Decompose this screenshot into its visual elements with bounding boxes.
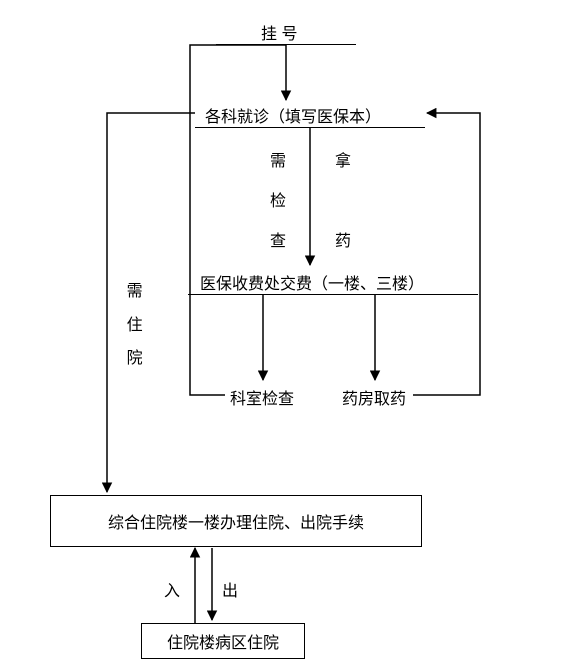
node-check-label: 科室检查 [230,391,294,408]
flowchart-canvas: 挂 号 各科就诊（填写医保本） 医保收费处交费（一楼、三楼） 科室检查 药房取药… [0,0,578,669]
edges-layer [0,0,578,669]
node-pharmacy: 药房取药 [342,385,406,409]
node-ward: 住院楼病区住院 [141,623,305,659]
edge-dept-to-hospital [107,113,195,492]
node-department-underline [195,127,425,128]
node-register-underline [216,44,356,45]
edge-label-out: 出 [222,577,238,601]
node-hospital-admission-label: 综合住院楼一楼办理住院、出院手续 [108,515,364,532]
node-payment-underline [188,294,478,295]
edge-check-back-dept [190,45,286,395]
edge-pharm-back-dept [413,113,480,395]
node-hospital-admission: 综合住院楼一楼办理住院、出院手续 [50,495,422,547]
node-register: 挂 号 [261,20,297,44]
node-department: 各科就诊（填写医保本） [205,103,381,127]
node-department-label: 各科就诊（填写医保本） [205,109,381,126]
edge-label-need: 需 [270,147,286,171]
node-check: 科室检查 [230,385,294,409]
edge-label-in: 入 [164,577,180,601]
node-pharmacy-label: 药房取药 [342,391,406,408]
edge-label-exam: 检 [270,187,286,211]
edge-label-med: 药 [335,227,351,251]
node-ward-label: 住院楼病区住院 [167,635,279,652]
node-payment-label: 医保收费处交费（一楼、三楼） [200,276,424,293]
edge-label-need-hospital: 需住院 [125,275,144,376]
edge-label-check: 查 [270,227,286,251]
node-payment: 医保收费处交费（一楼、三楼） [200,270,424,294]
node-register-label: 挂 号 [261,26,297,43]
edge-label-take: 拿 [335,147,351,171]
